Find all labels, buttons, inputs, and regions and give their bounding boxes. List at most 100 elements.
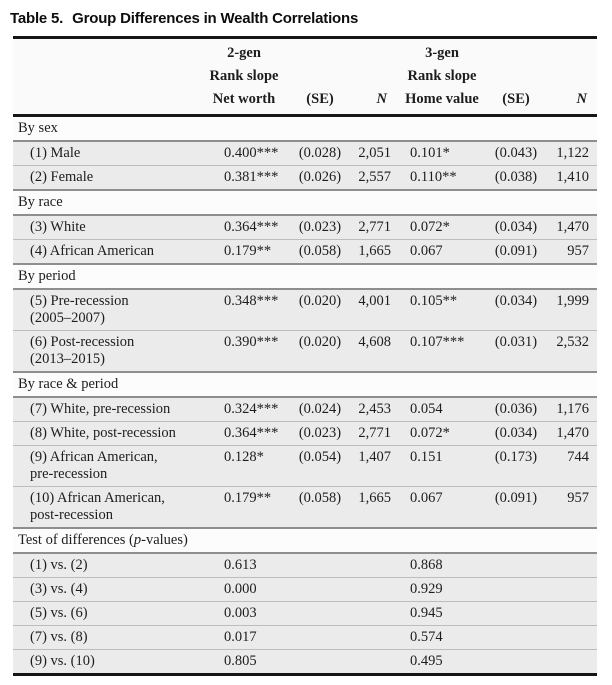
text-segment: By period — [18, 268, 76, 284]
cell-se1: (0.020) — [291, 330, 349, 372]
cell-se2: (0.034) — [487, 288, 545, 331]
section-heading-row: By sex — [13, 114, 597, 142]
cell-n2: 1,410 — [545, 165, 597, 190]
cell-nw: 0.364*** — [197, 214, 291, 240]
cell-nw: 0.017 — [197, 625, 291, 650]
cell-nw: 0.179** — [197, 239, 291, 264]
cell-se2 — [487, 649, 545, 675]
text-segment: -values) — [141, 532, 188, 548]
table-row: (5) Pre-recession (2005–2007) 0.348*** (0.… — [13, 288, 597, 331]
cell-label: (7) White, pre-recession — [13, 396, 197, 422]
cell-label: (1) vs. (2) — [13, 552, 197, 578]
text-segment: p — [133, 532, 142, 548]
table-row: (7) White, pre-recession 0.324*** (0.024) 2… — [13, 396, 597, 422]
section-heading: Test of differences (p-values) — [13, 527, 597, 554]
cell-se2: (0.031) — [487, 330, 545, 372]
header-se-2gen: (SE) — [291, 88, 349, 117]
cell-n2: 957 — [545, 486, 597, 528]
cell-hv: 0.072* — [397, 421, 487, 446]
cell-se2: (0.043) — [487, 140, 545, 166]
cell-nw: 0.003 — [197, 601, 291, 626]
cell-n1 — [349, 577, 397, 602]
header-spacer — [349, 37, 397, 65]
table-row: (3) vs. (4) 0.000 0.929 — [13, 577, 597, 602]
cell-label: (9) vs. (10) — [13, 649, 197, 675]
cell-nw: 0.364*** — [197, 421, 291, 446]
cell-n2: 1,176 — [545, 396, 597, 422]
cell-nw: 0.613 — [197, 552, 291, 578]
cell-se1 — [291, 625, 349, 650]
cell-n2: 1,470 — [545, 421, 597, 446]
table-row: (7) vs. (8) 0.017 0.574 — [13, 625, 597, 650]
cell-se1 — [291, 552, 349, 578]
cell-hv: 0.067 — [397, 486, 487, 528]
cell-n1: 1,665 — [349, 239, 397, 264]
cell-label: (6) Post-recession (2013–2015) — [13, 330, 197, 372]
cell-label: (10) African American, post-recession — [13, 486, 197, 528]
cell-hv: 0.574 — [397, 625, 487, 650]
cell-se2 — [487, 601, 545, 626]
section-heading: By sex — [13, 114, 597, 142]
table-row: (1) vs. (2) 0.613 0.868 — [13, 552, 597, 578]
cell-nw: 0.000 — [197, 577, 291, 602]
cell-hv: 0.110** — [397, 165, 487, 190]
cell-nw: 0.179** — [197, 486, 291, 528]
cell-nw: 0.400*** — [197, 140, 291, 166]
cell-hv: 0.054 — [397, 396, 487, 422]
header-row-gen: 2-gen 3-gen — [13, 37, 597, 65]
cell-n1: 2,453 — [349, 396, 397, 422]
header-3gen: 3-gen — [397, 37, 487, 65]
table-title-text: Group Differences in Wealth Correlations — [72, 10, 359, 27]
cell-nw: 0.381*** — [197, 165, 291, 190]
table-row: (10) African American, post-recession 0.1… — [13, 486, 597, 528]
table-row: (4) African American 0.179** (0.058) 1,665 0… — [13, 239, 597, 264]
cell-hv: 0.107*** — [397, 330, 487, 372]
header-spacer — [13, 65, 197, 88]
cell-se1 — [291, 601, 349, 626]
header-spacer — [349, 65, 397, 88]
table-title: Table 5. Group Differences in Wealth Corr… — [10, 10, 603, 27]
cell-hv: 0.072* — [397, 214, 487, 240]
cell-se1: (0.024) — [291, 396, 349, 422]
cell-label: (8) White, post-recession — [13, 421, 197, 446]
header-row-measures: Net worth (SE) N Home value (SE) N — [13, 88, 597, 117]
header-spacer — [487, 37, 545, 65]
cell-hv: 0.945 — [397, 601, 487, 626]
cell-n2: 957 — [545, 239, 597, 264]
wealth-correlations-table: 2-gen 3-gen Rank slope Rank slope Net wo… — [13, 36, 597, 676]
cell-se1: (0.023) — [291, 421, 349, 446]
cell-label: (5) vs. (6) — [13, 601, 197, 626]
section-heading: By race — [13, 189, 597, 216]
cell-se2: (0.034) — [487, 214, 545, 240]
section-heading-row: By race & period — [13, 371, 597, 398]
cell-label: (5) Pre-recession (2005–2007) — [13, 288, 197, 331]
cell-label: (3) vs. (4) — [13, 577, 197, 602]
cell-n1: 2,771 — [349, 421, 397, 446]
header-se-3gen: (SE) — [487, 88, 545, 117]
cell-se2: (0.034) — [487, 421, 545, 446]
cell-n1: 1,665 — [349, 486, 397, 528]
header-n-2gen: N — [349, 88, 397, 117]
cell-n1 — [349, 552, 397, 578]
cell-n1 — [349, 625, 397, 650]
header-spacer — [13, 88, 197, 117]
cell-n1: 1,407 — [349, 445, 397, 487]
cell-label: (4) African American — [13, 239, 197, 264]
cell-n2 — [545, 601, 597, 626]
table-header: 2-gen 3-gen Rank slope Rank slope Net wo… — [13, 37, 597, 117]
table-row: (8) White, post-recession 0.364*** (0.023)… — [13, 421, 597, 446]
header-spacer — [487, 65, 545, 88]
cell-n1: 2,557 — [349, 165, 397, 190]
table-row: (3) White 0.364*** (0.023) 2,771 0.072* (0.03… — [13, 214, 597, 240]
header-spacer — [291, 37, 349, 65]
table-row: (2) Female 0.381*** (0.026) 2,557 0.110** (0.… — [13, 165, 597, 190]
header-spacer — [13, 37, 197, 65]
cell-n1: 2,051 — [349, 140, 397, 166]
table-body: By sex (1) Male 0.400*** (0.028) 2,051 0.101*… — [13, 114, 597, 675]
cell-se2: (0.173) — [487, 445, 545, 487]
cell-hv: 0.929 — [397, 577, 487, 602]
header-home-value: Home value — [397, 88, 487, 117]
header-n-3gen: N — [545, 88, 597, 117]
table-number: Table 5. — [10, 10, 64, 27]
cell-label: (2) Female — [13, 165, 197, 190]
